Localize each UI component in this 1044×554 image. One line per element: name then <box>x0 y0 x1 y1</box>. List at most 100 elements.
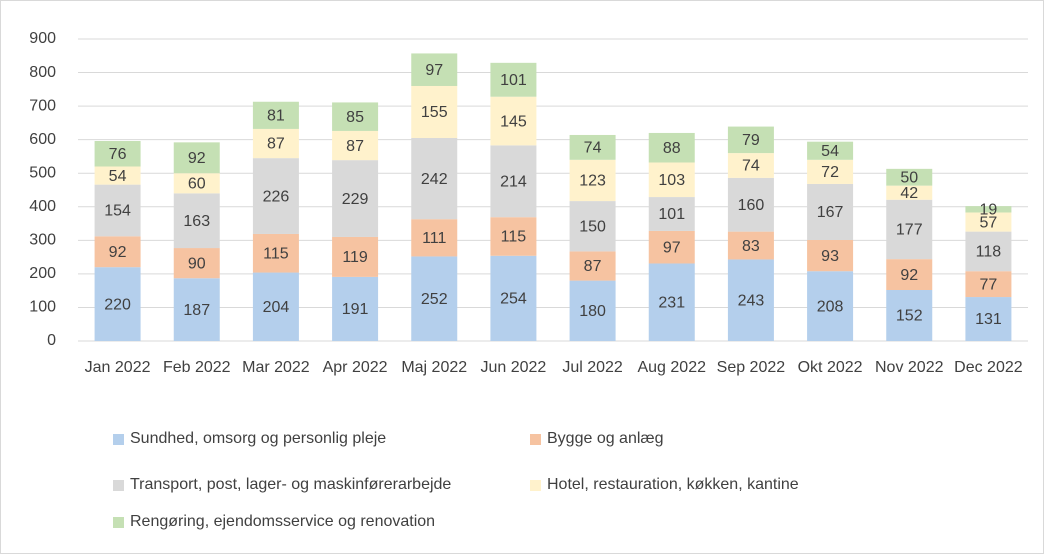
bar-segment <box>332 160 379 237</box>
bar-segment <box>569 280 616 341</box>
data-label: 97 <box>425 62 443 79</box>
bar-segment <box>332 102 379 131</box>
bar-segment <box>173 248 220 279</box>
bar-segment <box>569 159 616 202</box>
data-label: 150 <box>579 218 606 235</box>
data-label: 57 <box>980 214 998 231</box>
data-label: 167 <box>817 204 844 221</box>
bar-segment <box>490 217 537 256</box>
bar-segment <box>94 166 141 185</box>
bar-segment <box>411 219 458 257</box>
bar-segment <box>569 201 616 252</box>
bar-segment <box>965 231 1012 272</box>
y-tick-label: 900 <box>29 30 56 47</box>
data-label: 154 <box>104 203 131 220</box>
x-tick-label: Aug 2022 <box>637 359 706 376</box>
legend-item: Bygge og anlæg <box>530 430 664 448</box>
data-label: 180 <box>579 303 606 320</box>
bar-segment <box>94 184 141 237</box>
data-label: 76 <box>109 146 127 163</box>
data-label: 119 <box>342 249 368 266</box>
data-label: 118 <box>976 244 1002 261</box>
data-label: 115 <box>263 245 289 262</box>
bar-segment <box>965 206 1012 213</box>
data-label: 111 <box>422 230 446 247</box>
x-tick-label: Okt 2022 <box>797 359 863 376</box>
data-label: 88 <box>663 140 681 157</box>
bar-segment <box>727 259 774 341</box>
bar-segment <box>252 101 299 129</box>
bar-segment <box>173 278 220 341</box>
data-label: 90 <box>188 255 206 272</box>
data-label: 252 <box>421 291 448 308</box>
x-tick-label: Jun 2022 <box>480 359 547 376</box>
data-label: 101 <box>500 72 527 89</box>
data-label: 50 <box>900 169 918 186</box>
x-tick-label: Nov 2022 <box>875 359 944 376</box>
bar-segment <box>411 85 458 138</box>
data-label: 177 <box>896 222 923 239</box>
bar-segment <box>886 289 933 341</box>
bar-segment <box>252 233 299 273</box>
legend-label: Rengøring, ejendomsservice og renovation <box>130 513 436 530</box>
bar-segment <box>490 145 537 218</box>
bar-segment <box>727 177 774 232</box>
bar-segment <box>94 236 141 268</box>
data-label: 87 <box>346 138 364 155</box>
bar-segment <box>807 271 854 341</box>
bar-segment <box>490 62 537 97</box>
x-tick-label: Maj 2022 <box>401 359 468 376</box>
data-label: 131 <box>975 311 1002 328</box>
bar-segment <box>807 183 854 240</box>
data-label: 163 <box>183 213 210 230</box>
bar-segment <box>886 185 933 200</box>
legend-item: Sundhed, omsorg og personlig pleje <box>113 430 386 448</box>
bar-segment <box>965 212 1012 232</box>
data-label: 243 <box>738 292 765 309</box>
data-label: 229 <box>342 191 369 208</box>
data-label: 101 <box>658 206 685 223</box>
bar-segment <box>648 162 695 198</box>
bar-segment <box>252 272 299 341</box>
legend-swatch <box>113 516 124 528</box>
data-label: 103 <box>658 172 685 189</box>
bar-segment <box>94 267 141 341</box>
bar-segment <box>490 255 537 341</box>
bar-segment <box>886 168 933 186</box>
legend-swatch <box>530 479 541 491</box>
y-tick-label: 700 <box>29 97 56 114</box>
data-label: 54 <box>821 143 839 160</box>
data-label: 115 <box>501 229 527 246</box>
x-tick-label: Dec 2022 <box>954 359 1023 376</box>
bar-segment <box>332 130 379 161</box>
bar-segment <box>727 126 774 154</box>
y-tick-label: 600 <box>29 131 56 148</box>
legend-item: Rengøring, ejendomsservice og renovation <box>113 513 435 531</box>
bar-segment <box>411 53 458 86</box>
y-tick-label: 200 <box>29 265 56 282</box>
bar-segment <box>727 153 774 178</box>
data-label: 19 <box>980 202 998 219</box>
bar-segment <box>965 297 1012 341</box>
bar-segment <box>648 230 695 264</box>
data-label: 42 <box>900 185 918 202</box>
data-label: 81 <box>267 108 285 125</box>
data-label: 92 <box>188 150 206 167</box>
data-label: 123 <box>579 173 606 190</box>
y-tick-label: 300 <box>29 232 56 249</box>
bar-segment <box>569 251 616 281</box>
legend-item: Transport, post, lager- og maskinførerar… <box>113 476 451 494</box>
bar-segment <box>173 173 220 194</box>
x-tick-label: Mar 2022 <box>242 359 310 376</box>
data-label: 93 <box>821 248 839 265</box>
data-label: 83 <box>742 238 760 255</box>
legend-swatch <box>530 433 541 445</box>
data-label: 145 <box>500 113 527 130</box>
data-label: 87 <box>584 258 602 275</box>
data-label: 77 <box>980 276 998 293</box>
bar-segment <box>648 132 695 163</box>
data-label: 214 <box>500 173 527 190</box>
bar-segment <box>648 197 695 231</box>
